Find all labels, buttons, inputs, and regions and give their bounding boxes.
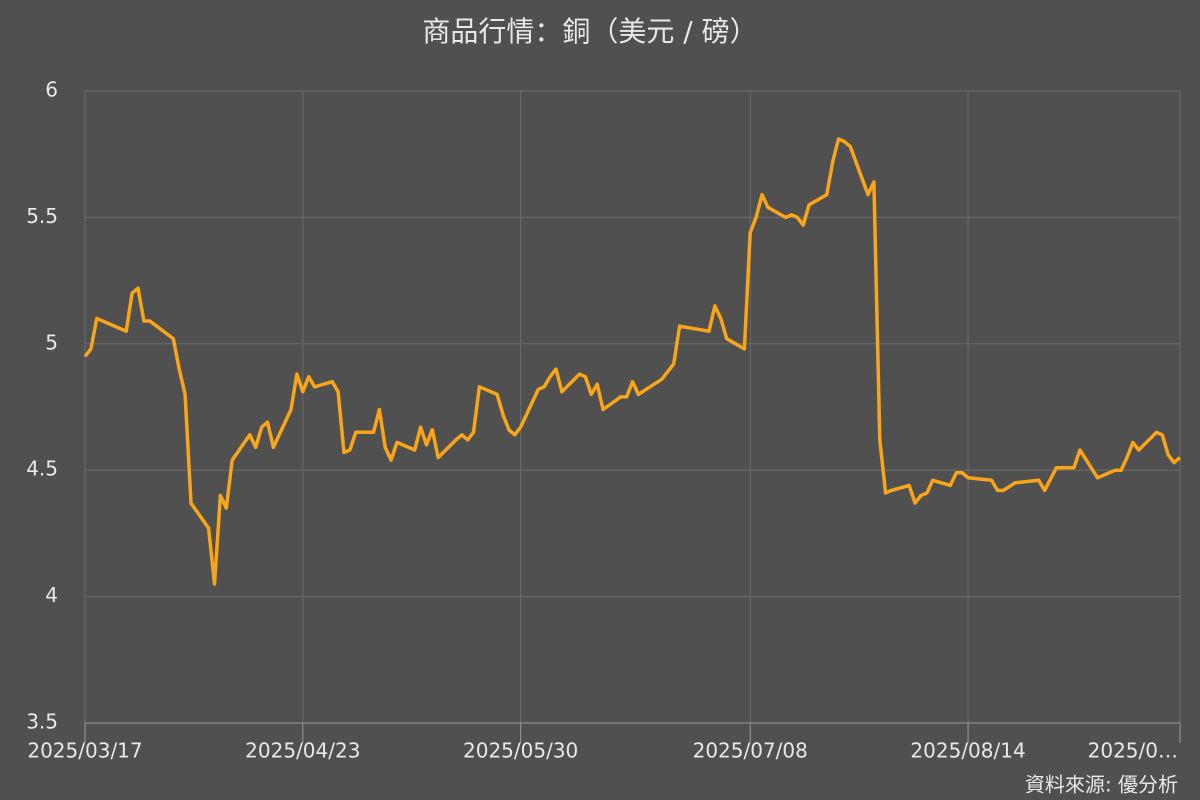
- y-tick-label: 4: [45, 583, 58, 607]
- x-tick-label: 2025/04/23: [245, 739, 360, 763]
- y-tick-label: 3.5: [26, 710, 58, 734]
- x-tick-label: 2025/05/30: [463, 739, 578, 763]
- x-tick-label: 2025/03/17: [27, 739, 142, 763]
- y-tick-label: 5.5: [26, 204, 58, 228]
- x-tick-label: 2025/08/14: [910, 739, 1025, 763]
- y-tick-label: 4.5: [26, 457, 58, 481]
- source-note: 資料來源: 優分析: [1025, 773, 1178, 797]
- chart-title: 商品行情：銅（美元 / 磅）: [422, 15, 757, 48]
- y-tick-label: 6: [45, 78, 58, 102]
- x-tick-label: 2025/0…: [1088, 739, 1178, 763]
- price-line: [83, 137, 1182, 586]
- x-tick-label: 2025/07/08: [693, 739, 808, 763]
- y-tick-label: 5: [45, 330, 58, 354]
